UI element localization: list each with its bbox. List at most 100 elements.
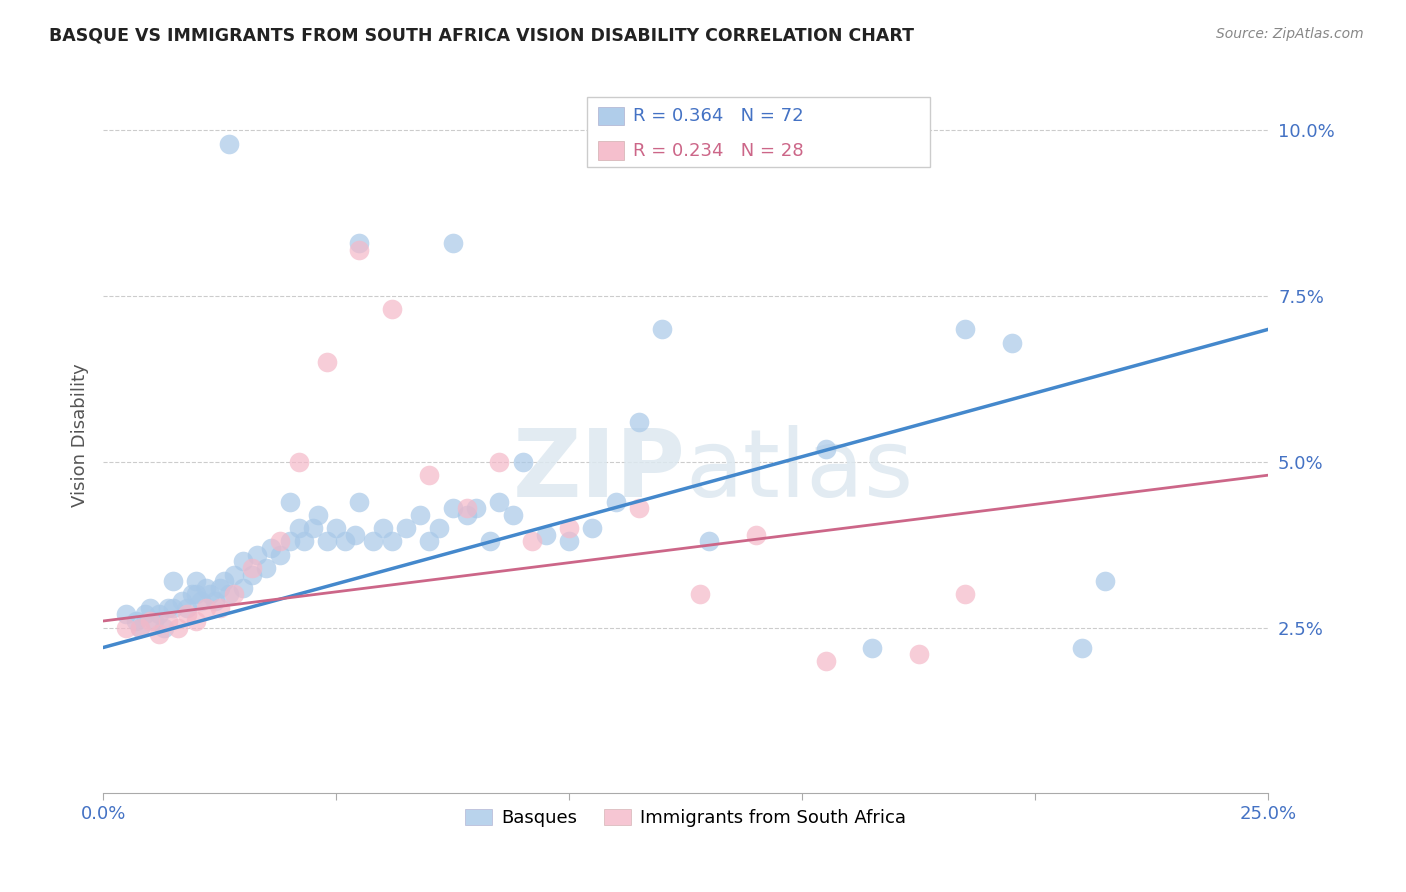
Point (441, 236, 464, 251)
Point (520, 534, 543, 549)
Text: ZIP: ZIP (513, 425, 686, 517)
Point (955, 322, 977, 336)
Point (129, 621, 152, 635)
Point (129, 621, 152, 635)
Point (307, 508, 329, 522)
Point (478, 534, 501, 549)
Point (343, 528, 366, 542)
Point (200, 587, 222, 601)
Point (488, 494, 510, 508)
Point (605, 494, 627, 508)
Point (190, 594, 212, 608)
Text: BASQUE VS IMMIGRANTS FROM SOUTH AFRICA VISION DISABILITY CORRELATION CHART: BASQUE VS IMMIGRANTS FROM SOUTH AFRICA V… (49, 27, 914, 45)
Point (409, 508, 432, 522)
Point (456, 508, 478, 522)
Point (278, 494, 301, 508)
Point (176, 600, 198, 615)
Point (427, 521, 450, 535)
Point (1070, 640, 1092, 655)
Point (349, 494, 371, 508)
Point (363, 534, 385, 549)
Text: R = 0.234   N = 28: R = 0.234 N = 28 (633, 142, 804, 160)
Point (222, 567, 245, 582)
Point (814, 442, 837, 456)
Point (138, 600, 160, 615)
Point (697, 534, 720, 549)
Point (218, 587, 240, 601)
Point (115, 607, 138, 622)
Point (115, 621, 138, 635)
FancyBboxPatch shape (599, 141, 624, 160)
Point (143, 614, 166, 628)
Text: Source: ZipAtlas.com: Source: ZipAtlas.com (1216, 27, 1364, 41)
Point (125, 614, 148, 628)
Point (302, 521, 325, 535)
Point (162, 574, 184, 589)
Point (371, 521, 394, 535)
Point (194, 600, 217, 615)
Point (134, 607, 156, 622)
Point (254, 561, 277, 575)
Text: atlas: atlas (686, 425, 914, 517)
Point (628, 415, 651, 429)
Point (288, 521, 311, 535)
Legend: Basques, Immigrants from South Africa: Basques, Immigrants from South Africa (458, 802, 914, 834)
Point (232, 554, 254, 568)
Point (628, 501, 651, 516)
Point (558, 521, 581, 535)
Point (955, 587, 977, 601)
Point (288, 455, 311, 469)
Point (166, 621, 188, 635)
Point (172, 594, 194, 608)
Point (1094, 574, 1116, 589)
FancyBboxPatch shape (586, 96, 931, 167)
Point (148, 627, 170, 641)
Point (488, 455, 510, 469)
Point (860, 640, 883, 655)
Point (349, 236, 371, 251)
Point (246, 548, 269, 562)
Point (208, 600, 231, 615)
Point (395, 521, 418, 535)
Point (534, 528, 557, 542)
Point (907, 647, 929, 661)
Point (581, 521, 603, 535)
Point (180, 587, 202, 601)
Point (157, 600, 180, 615)
Point (269, 534, 291, 549)
Point (689, 587, 711, 601)
Point (465, 501, 488, 516)
Point (278, 534, 301, 549)
Point (204, 594, 226, 608)
Point (260, 541, 283, 555)
Point (558, 534, 581, 549)
Point (186, 614, 208, 628)
Point (349, 243, 371, 257)
Point (194, 581, 217, 595)
Point (186, 587, 208, 601)
Point (418, 534, 440, 549)
Point (218, 136, 240, 151)
Point (240, 567, 263, 582)
Point (651, 322, 673, 336)
Point (744, 528, 766, 542)
Point (335, 534, 357, 549)
Point (325, 521, 347, 535)
Y-axis label: Vision Disability: Vision Disability (72, 364, 89, 508)
Point (186, 574, 208, 589)
Point (162, 600, 184, 615)
Point (240, 561, 263, 575)
Point (232, 581, 254, 595)
Point (176, 607, 198, 622)
Point (148, 607, 170, 622)
FancyBboxPatch shape (599, 107, 624, 126)
Point (222, 587, 245, 601)
Point (418, 468, 440, 483)
Point (502, 508, 524, 522)
Point (456, 501, 478, 516)
Point (315, 355, 337, 369)
Point (814, 654, 837, 668)
Point (214, 574, 236, 589)
Point (269, 548, 291, 562)
Text: R = 0.364   N = 72: R = 0.364 N = 72 (633, 107, 804, 125)
